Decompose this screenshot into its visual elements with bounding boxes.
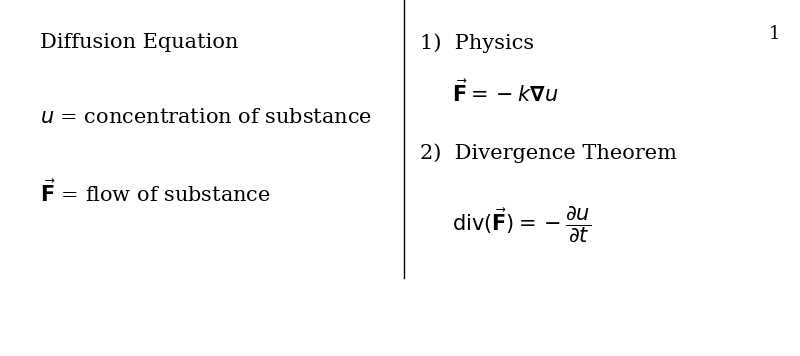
Text: 1)  Physics: 1) Physics: [420, 33, 534, 53]
Text: $u$ = concentration of substance: $u$ = concentration of substance: [40, 108, 372, 127]
Text: $\vec{\mathbf{F}} = -k\boldsymbol{\nabla}u$: $\vec{\mathbf{F}} = -k\boldsymbol{\nabla…: [452, 79, 558, 106]
Text: 2)  Divergence Theorem: 2) Divergence Theorem: [420, 143, 677, 163]
Text: Diffusion Equation: Diffusion Equation: [40, 33, 238, 52]
Text: 1: 1: [769, 25, 780, 43]
Text: $\vec{\mathbf{F}}$ = flow of substance: $\vec{\mathbf{F}}$ = flow of substance: [40, 179, 271, 206]
Text: $\mathrm{div}(\vec{\mathbf{F}}) = -\dfrac{\partial u}{\partial t}$: $\mathrm{div}(\vec{\mathbf{F}}) = -\dfra…: [452, 204, 591, 244]
